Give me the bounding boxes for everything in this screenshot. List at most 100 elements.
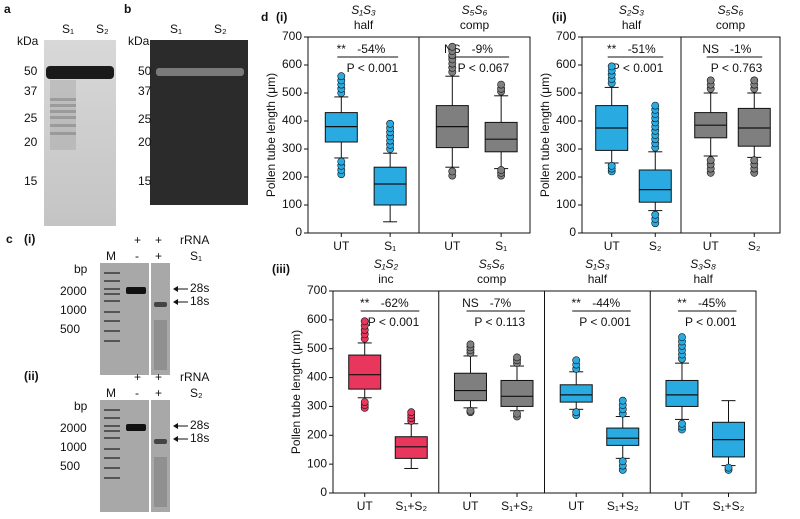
y-tick-label: 400	[282, 113, 302, 127]
band	[104, 457, 120, 459]
p-value: P < 0.001	[368, 315, 420, 329]
box	[500, 379, 534, 407]
sign: +	[155, 370, 162, 384]
box	[484, 121, 518, 153]
outlier	[678, 419, 686, 428]
sign: +	[155, 386, 162, 400]
panel-title: S₁S₃	[351, 3, 376, 17]
outlier	[750, 156, 759, 165]
panel-subtitle: half	[622, 18, 642, 32]
y-tick-label: 0	[569, 225, 576, 239]
sign: +	[134, 370, 141, 384]
outlier	[513, 353, 521, 362]
band	[104, 417, 120, 419]
outlier	[572, 408, 581, 417]
band	[104, 437, 120, 439]
p-value: P < 0.001	[685, 315, 737, 329]
panel-label: (i)	[24, 232, 35, 246]
arrow-head	[173, 423, 178, 429]
p-value: P < 0.001	[579, 315, 631, 329]
y-tick-label: 300	[282, 141, 302, 155]
unit-label: kDa	[128, 34, 150, 48]
lane-label: S₁	[170, 22, 182, 36]
band	[50, 110, 76, 113]
change-label: -54%	[357, 42, 385, 56]
ladder-label: 25	[24, 111, 38, 125]
panel-label: (iii)	[272, 262, 290, 276]
ladder-label: 2000	[60, 284, 87, 298]
band	[50, 116, 76, 119]
ladder-label: 50	[24, 64, 38, 78]
y-tick-label: 200	[307, 427, 327, 441]
panel-title: S₅S₆	[718, 3, 744, 17]
x-tick-label: S₁+S₂	[501, 499, 533, 513]
y-tick-label: 0	[295, 225, 302, 239]
outlier	[607, 161, 616, 170]
outlier	[386, 119, 395, 128]
outlier	[651, 101, 660, 110]
smear	[154, 320, 167, 370]
panel-label: b	[124, 2, 131, 16]
x-tick-label: S₂	[748, 239, 761, 253]
change-label: -1%	[730, 42, 752, 56]
significance: **	[607, 42, 617, 56]
band	[50, 124, 76, 127]
band	[46, 66, 114, 79]
y-tick-label: 700	[556, 29, 576, 43]
y-tick-label: 200	[282, 169, 302, 183]
panel-label: (i)	[276, 10, 287, 24]
y-axis-label: Pollen tube length (μm)	[538, 73, 552, 197]
marker-label: M	[106, 249, 116, 263]
arrow-head	[173, 436, 178, 442]
outlier	[360, 398, 369, 406]
y-axis-label: Pollen tube length (μm)	[264, 73, 278, 197]
lane-label: S₁	[62, 22, 74, 36]
box	[324, 112, 358, 143]
band	[104, 477, 120, 479]
arrow-head	[173, 299, 178, 305]
x-tick-label: S₁+S₂	[395, 499, 427, 513]
ladder-label: 1000	[60, 440, 87, 454]
panel-title: S₂S₃	[619, 3, 645, 17]
outlier	[724, 463, 733, 472]
y-tick-label: 700	[282, 29, 302, 43]
y-tick-label: 600	[307, 312, 327, 326]
change-label: -62%	[381, 296, 409, 310]
sign: +	[134, 233, 141, 247]
ladder-label: 37	[138, 84, 152, 98]
panel-label: (ii)	[552, 10, 567, 24]
change-label: -7%	[490, 296, 512, 310]
outlier	[618, 457, 627, 466]
band	[104, 467, 120, 469]
panel-title: S₃S₈	[690, 257, 716, 271]
y-tick-label: 300	[307, 399, 327, 413]
outlier	[497, 166, 506, 174]
x-tick-label: UT	[333, 239, 350, 253]
box	[559, 384, 593, 403]
outlier	[706, 156, 715, 165]
y-tick-label: 200	[556, 169, 576, 183]
marker-label: M	[106, 386, 116, 400]
panel-label: c	[6, 232, 13, 246]
box	[737, 107, 771, 147]
band	[104, 320, 120, 322]
y-tick-label: 600	[282, 57, 302, 71]
panel-title: S₅S₆	[479, 257, 505, 271]
band	[104, 448, 120, 450]
p-value: P < 0.001	[612, 61, 664, 75]
outlier	[466, 340, 475, 349]
outlier	[497, 80, 506, 89]
ladder-label: 15	[24, 174, 38, 188]
panel-title: S₁S₂	[374, 257, 399, 271]
row-label: S₂	[190, 386, 203, 400]
x-tick-label: UT	[444, 239, 461, 253]
band	[104, 330, 120, 332]
band	[104, 300, 120, 302]
x-tick-label: UT	[462, 499, 479, 513]
band	[104, 272, 120, 274]
sign: -	[135, 386, 139, 400]
significance: NS	[462, 296, 479, 310]
x-tick-label: S₁+S₂	[607, 499, 639, 513]
band	[104, 409, 120, 411]
